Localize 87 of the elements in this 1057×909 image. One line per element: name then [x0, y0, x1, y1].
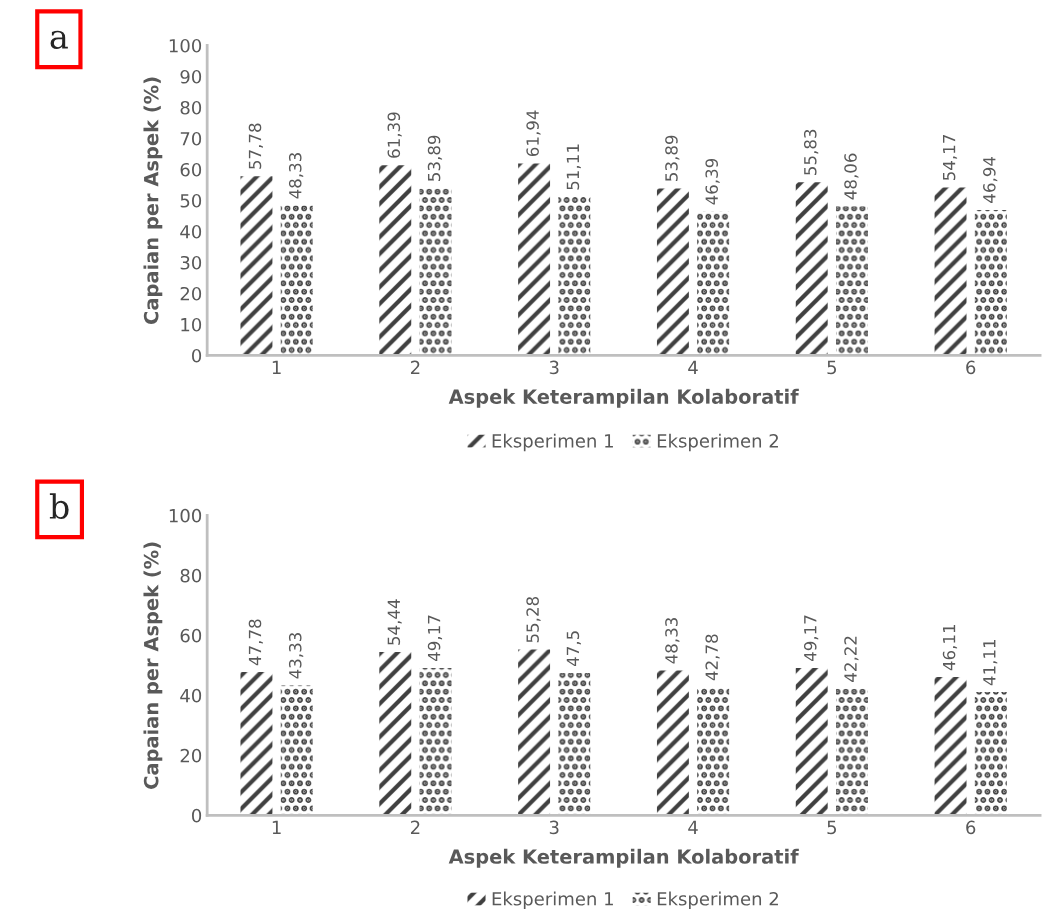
- x-axis-title: Aspek Keterampilan Kolaboratif: [448, 848, 799, 868]
- data-label: 49,17: [803, 615, 819, 662]
- data-label: 46,39: [705, 158, 720, 205]
- y-tick-label: 20: [180, 286, 202, 301]
- bar: [795, 182, 828, 356]
- data-label: 57,78: [248, 123, 263, 169]
- x-tick-label: 3: [549, 820, 559, 835]
- y-tick-label: 90: [180, 69, 202, 84]
- data-label: 61,94: [526, 110, 541, 157]
- x-tick-label: 2: [410, 360, 420, 374]
- bar: [795, 667, 828, 816]
- data-label: 42,22: [844, 636, 859, 682]
- x-tick-label: 1: [272, 360, 281, 374]
- x-tick-label: 5: [827, 360, 837, 375]
- y-tick-label: 0: [192, 808, 202, 823]
- x-tick-label: 1: [272, 820, 281, 834]
- x-tick-label: 4: [688, 820, 698, 834]
- y-tick-label: 80: [180, 568, 202, 583]
- bar: [974, 209, 1007, 356]
- bar: [518, 649, 551, 816]
- bar: [656, 188, 689, 356]
- bar: [379, 165, 412, 356]
- data-label: 48,33: [288, 153, 304, 199]
- bar: [836, 206, 868, 356]
- bar: [379, 652, 412, 816]
- data-label: 47,78: [248, 619, 263, 666]
- data-label: 55,28: [526, 596, 541, 643]
- bar: [974, 692, 1007, 816]
- bar: [419, 667, 452, 816]
- data-label: 55,83: [803, 129, 819, 175]
- x-tick-label: 5: [827, 820, 837, 835]
- data-label: 54,44: [387, 599, 402, 645]
- bar: [240, 672, 273, 816]
- y-axis-title: Capaian per Aspek (%): [143, 542, 163, 789]
- data-label: 41,11: [983, 639, 998, 686]
- y-tick-label: 40: [180, 224, 202, 239]
- data-label: 43,33: [288, 633, 304, 679]
- bar: [280, 205, 313, 356]
- legend-label: Eksperimen 2: [657, 433, 778, 452]
- y-tick-label: 80: [180, 100, 202, 115]
- y-tick-label: 60: [180, 628, 202, 643]
- y-axis-title: Capaian per Aspek (%): [143, 77, 163, 324]
- y-tick-label: 100: [169, 38, 202, 53]
- data-label: 42,78: [705, 634, 720, 681]
- legend-label: Eksperimen 2: [657, 891, 778, 909]
- x-axis-title: Aspek Keterampilan Kolaboratif: [448, 388, 799, 408]
- y-tick-label: 30: [180, 255, 202, 270]
- data-label: 49,17: [427, 615, 443, 662]
- data-label: 46,94: [983, 156, 998, 203]
- y-tick-label: 70: [180, 131, 202, 146]
- y-tick-label: 40: [180, 688, 202, 703]
- data-label: 53,89: [665, 135, 680, 181]
- y-tick-label: 50: [180, 193, 202, 208]
- y-tick-label: 10: [181, 317, 202, 332]
- data-label: 48,06: [844, 153, 859, 200]
- x-tick-label: 2: [410, 820, 420, 834]
- data-label: 61,39: [387, 112, 402, 158]
- y-tick-label: 100: [169, 508, 202, 523]
- bar: [419, 188, 452, 356]
- bar: [558, 196, 591, 356]
- bar: [934, 677, 967, 816]
- legend-label: Eksperimen 1: [492, 433, 613, 452]
- data-label: 51,11: [566, 144, 581, 190]
- text: a: [50, 30, 68, 49]
- bar: [558, 672, 591, 816]
- data-label: 54,17: [943, 135, 958, 181]
- bar: [697, 687, 730, 816]
- bar: [697, 211, 730, 356]
- data-label: 47,5: [566, 631, 581, 667]
- bar: [518, 163, 551, 356]
- bar: [934, 187, 967, 356]
- data-label: 53,89: [427, 135, 443, 181]
- legend-label: Eksperimen 1: [492, 891, 613, 909]
- x-tick-label: 6: [966, 820, 976, 835]
- y-tick-label: 60: [180, 162, 202, 177]
- data-label: 46,11: [942, 624, 958, 671]
- bar: [656, 670, 689, 816]
- bar: [280, 685, 313, 816]
- bar: [836, 688, 868, 816]
- data-label: 48,33: [665, 618, 680, 664]
- x-tick-label: 4: [688, 360, 698, 374]
- bar: [240, 176, 273, 356]
- y-tick-label: 0: [192, 348, 202, 363]
- x-tick-label: 3: [549, 360, 559, 375]
- x-tick-label: 6: [966, 360, 976, 375]
- y-tick-label: 20: [180, 748, 202, 763]
- text: b: [49, 493, 69, 520]
